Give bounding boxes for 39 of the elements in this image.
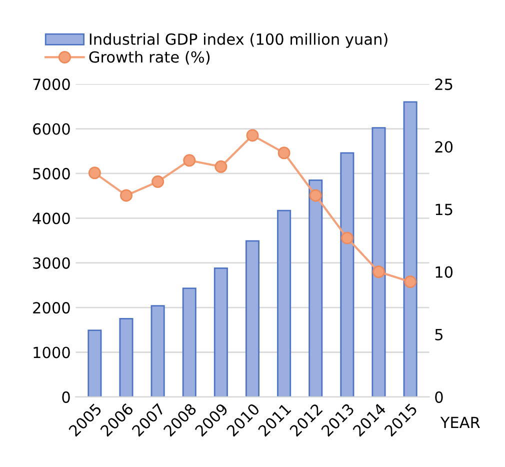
bar (214, 268, 228, 397)
point (404, 276, 417, 288)
y-tick-label: 7000 (33, 78, 70, 90)
y-tick-label: 2000 (33, 302, 70, 314)
legend-label: Growth rate (%) (89, 50, 210, 65)
point (246, 129, 259, 142)
y-tick-label: 3000 (33, 257, 70, 269)
bar (119, 318, 134, 397)
y2-tick-label: 10 (436, 266, 453, 278)
bar (277, 210, 292, 397)
y-tick-label: 5000 (33, 168, 70, 180)
point (88, 166, 101, 180)
point (152, 175, 164, 188)
y2-tick-label: 25 (435, 78, 452, 90)
y-tick-label: 6000 (33, 123, 70, 135)
y2-tick-label: 20 (435, 141, 453, 153)
y2-tick-label: 15 (436, 204, 452, 216)
point (372, 266, 385, 278)
point (214, 160, 228, 173)
bar (372, 127, 386, 397)
point (120, 189, 132, 202)
point (183, 154, 196, 167)
y-tick-label: 0 (62, 391, 70, 403)
y2-tick-label: 5 (435, 329, 442, 340)
legend-label: Industrial GDP index (100 million yuan) (90, 33, 388, 48)
x-axis-title: YEAR (440, 416, 480, 428)
y-tick-label: 4000 (32, 212, 70, 224)
bar (150, 305, 165, 397)
point (340, 232, 354, 244)
bar (340, 152, 354, 397)
y2-tick-label: 0 (435, 391, 443, 403)
bar (308, 179, 323, 397)
point (309, 189, 322, 202)
y-tick-label: 1000 (34, 346, 70, 358)
bar (403, 101, 418, 397)
bar (88, 330, 102, 397)
point (278, 146, 290, 160)
bar (182, 288, 196, 397)
bar (245, 240, 260, 397)
